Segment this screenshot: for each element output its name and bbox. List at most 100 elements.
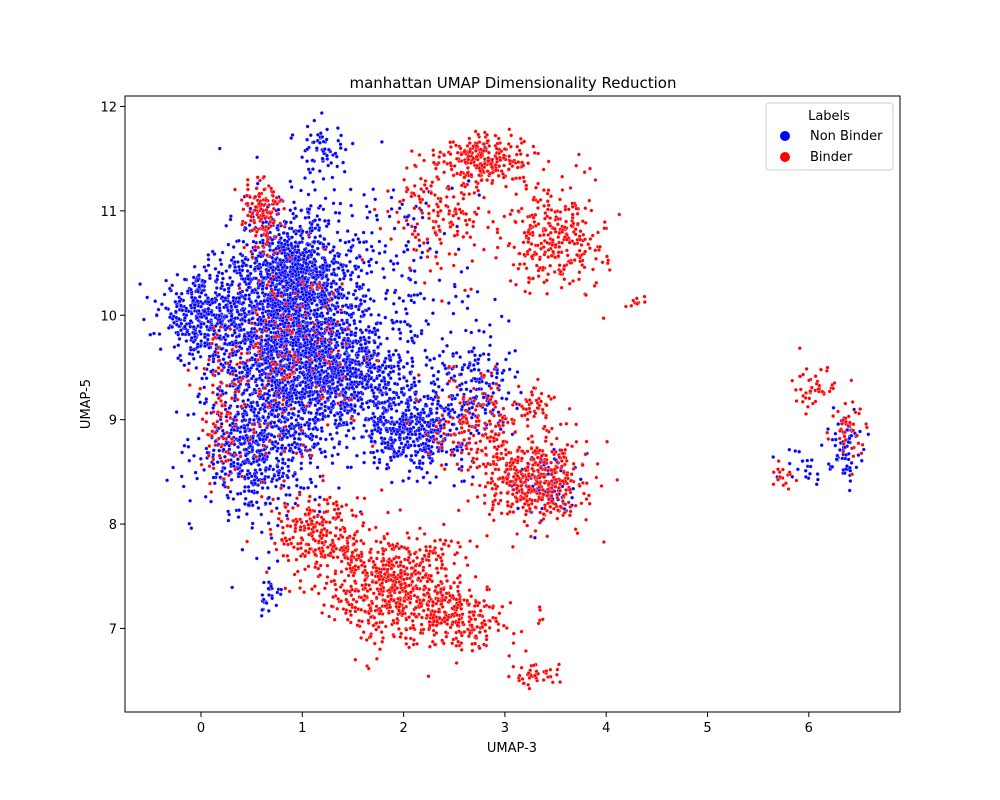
scatter-point: [394, 409, 399, 413]
scatter-point: [408, 395, 412, 400]
scatter-point: [222, 287, 227, 292]
scatter-point: [187, 351, 192, 356]
scatter-point: [311, 275, 316, 280]
scatter-point: [391, 369, 396, 374]
scatter-point: [385, 462, 390, 467]
scatter-point: [409, 386, 414, 390]
scatter-point: [241, 414, 246, 419]
scatter-point: [317, 377, 322, 381]
scatter-point: [228, 489, 233, 494]
scatter-point: [340, 345, 345, 350]
scatter-point: [476, 357, 481, 362]
scatter-point: [259, 322, 264, 327]
scatter-point: [378, 342, 383, 346]
scatter-point: [369, 376, 373, 381]
scatter-point: [451, 351, 456, 356]
scatter-point: [366, 405, 371, 410]
scatter-point: [278, 359, 283, 364]
scatter-point: [383, 400, 387, 405]
scatter-point: [186, 444, 191, 449]
scatter-point: [182, 324, 187, 329]
scatter-point: [170, 325, 175, 330]
scatter-point: [417, 461, 422, 466]
scatter-point: [338, 417, 343, 422]
scatter-point: [249, 330, 253, 335]
scatter-point: [188, 324, 193, 329]
scatter-point: [409, 415, 414, 420]
scatter-point: [361, 240, 366, 245]
scatter-point: [223, 472, 228, 477]
scatter-point: [289, 335, 294, 340]
scatter-point: [272, 420, 277, 425]
scatter-point: [315, 214, 320, 218]
scatter-point: [242, 417, 247, 422]
scatter-point: [184, 313, 189, 318]
scatter-point: [323, 196, 328, 201]
scatter-point: [399, 386, 404, 391]
scatter-point: [261, 307, 266, 312]
scatter-point: [298, 395, 303, 400]
scatter-point: [322, 339, 327, 344]
scatter-point: [515, 370, 520, 374]
scatter-point: [308, 321, 313, 325]
scatter-point: [324, 263, 329, 268]
scatter-point: [352, 264, 357, 269]
scatter-point: [262, 459, 267, 464]
scatter-point: [220, 250, 225, 255]
scatter-point: [515, 406, 520, 411]
scatter-point: [317, 217, 322, 222]
scatter-point: [198, 354, 203, 359]
scatter-point: [254, 500, 259, 505]
scatter-point: [346, 291, 351, 296]
scatter-point: [235, 309, 240, 314]
scatter-point: [459, 464, 464, 469]
scatter-point: [299, 353, 304, 357]
scatter-point: [478, 353, 483, 358]
scatter-point: [302, 253, 307, 258]
scatter-point: [336, 296, 341, 300]
scatter-point: [400, 414, 405, 419]
scatter-point: [200, 376, 205, 381]
scatter-point: [391, 267, 396, 272]
scatter-point: [357, 362, 362, 367]
scatter-point: [197, 284, 202, 289]
scatter-point: [363, 346, 368, 351]
scatter-point: [351, 292, 356, 297]
scatter-point: [470, 475, 475, 479]
scatter-point: [286, 243, 290, 248]
scatter-point: [209, 499, 213, 504]
scatter-point: [256, 506, 261, 510]
scatter-point: [245, 274, 250, 278]
scatter-point: [207, 273, 212, 278]
scatter-point: [315, 389, 319, 394]
scatter-point: [352, 408, 357, 413]
scatter-point: [250, 521, 255, 526]
scatter-point: [211, 462, 216, 467]
scatter-point: [279, 452, 283, 457]
scatter-point: [273, 484, 278, 489]
scatter-point: [384, 428, 389, 433]
scatter-point: [431, 297, 436, 302]
scatter-point: [434, 418, 439, 423]
scatter-point: [228, 318, 233, 323]
scatter-point: [212, 252, 217, 257]
scatter-point: [277, 232, 282, 237]
scatter-point: [274, 456, 279, 461]
scatter-point: [372, 362, 377, 367]
scatter-point: [145, 295, 150, 300]
scatter-point: [336, 219, 341, 224]
scatter-point: [257, 301, 262, 306]
scatter-point: [247, 296, 252, 301]
scatter-point: [243, 297, 248, 301]
scatter-point: [298, 345, 303, 350]
scatter-point: [233, 414, 238, 419]
scatter-point: [469, 415, 474, 420]
scatter-point: [244, 447, 249, 452]
scatter-point: [253, 248, 258, 253]
scatter-point: [412, 376, 417, 381]
scatter-point: [299, 188, 303, 193]
scatter-point: [331, 245, 336, 249]
scatter-point: [222, 351, 227, 356]
scatter-point: [237, 508, 241, 513]
scatter-point: [402, 319, 407, 324]
